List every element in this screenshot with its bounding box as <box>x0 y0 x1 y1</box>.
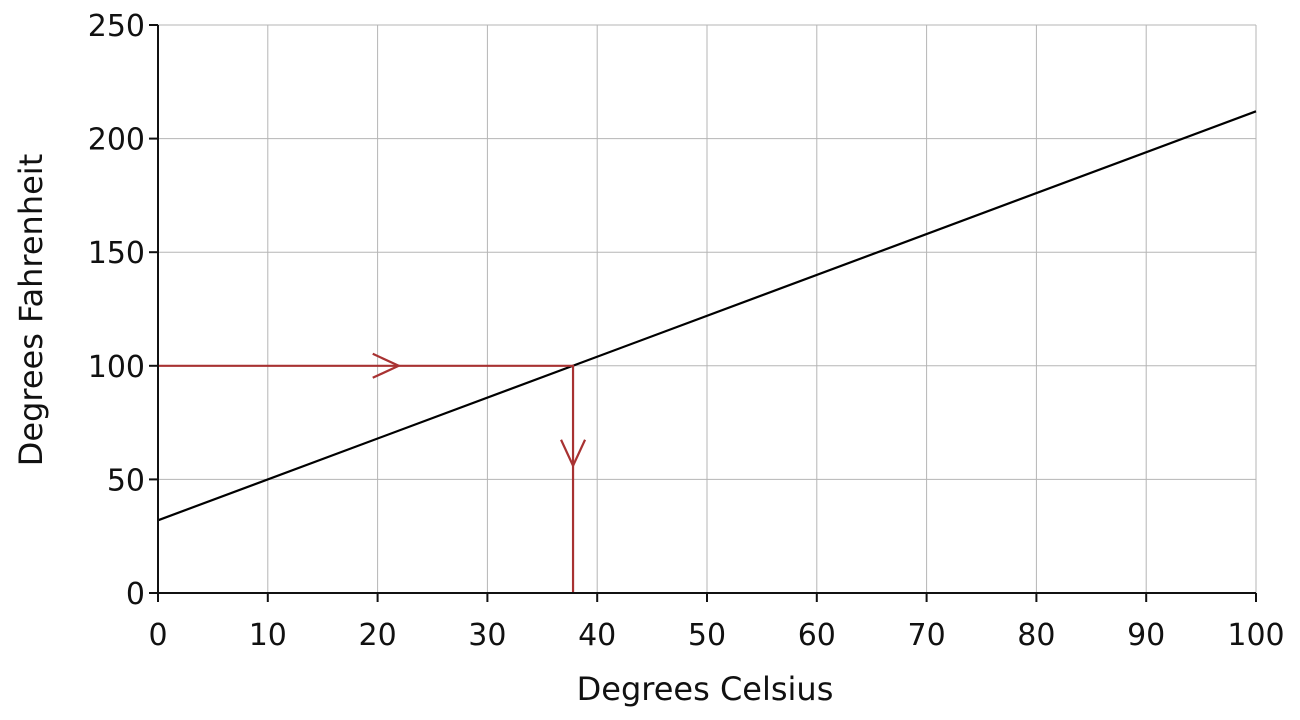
reading-guide-path-0 <box>158 364 575 593</box>
y-tick-label-0: 0 <box>126 577 145 612</box>
x-tick-label-70: 70 <box>908 618 946 653</box>
y-tick-label-200: 200 <box>88 123 145 158</box>
x-tick-label-10: 10 <box>249 618 287 653</box>
grid <box>158 24 1257 593</box>
reading-guide-arrowhead-right-0 <box>372 352 402 379</box>
x-tick-label-0: 0 <box>148 618 167 653</box>
x-tick-label-80: 80 <box>1017 618 1055 653</box>
y-tick-label-150: 150 <box>88 236 145 271</box>
y-tick-label-250: 250 <box>88 9 145 44</box>
x-axis-title: Degrees Celsius <box>577 670 834 708</box>
x-tick-label-40: 40 <box>578 618 616 653</box>
series-line-0 <box>157 110 1257 522</box>
tick-labels: 0 10 20 30 40 50 60 70 80 90 100 0 50 100 150 200 250 <box>88 9 1285 653</box>
reading-guide-arrowhead-down-0 <box>560 439 587 469</box>
x-tick-label-90: 90 <box>1127 618 1165 653</box>
x-tick-label-20: 20 <box>359 618 397 653</box>
annotation-layer <box>158 352 587 593</box>
x-tick-label-30: 30 <box>468 618 506 653</box>
x-tick-label-60: 60 <box>798 618 836 653</box>
y-axis-title: Degrees Fahrenheit <box>12 154 50 467</box>
x-tick-label-100: 100 <box>1227 618 1284 653</box>
y-tick-label-100: 100 <box>88 350 145 385</box>
series-layer <box>157 110 1257 522</box>
y-tick-label-50: 50 <box>107 463 145 498</box>
x-tick-label-50: 50 <box>688 618 726 653</box>
axes <box>149 24 1257 602</box>
